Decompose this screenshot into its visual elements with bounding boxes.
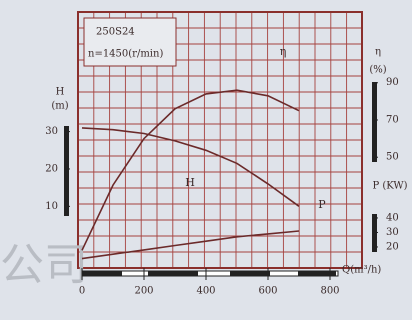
scale-bar (81, 270, 339, 277)
x-tick-label: 0 (79, 286, 85, 297)
series-line (81, 127, 300, 207)
chart-title: 250S24 (96, 27, 135, 38)
y2-label: η (375, 47, 381, 58)
series-line (81, 230, 300, 260)
y-unit: (m) (51, 101, 68, 112)
y-label: H (56, 87, 65, 98)
yticks-label: 30 (45, 126, 58, 137)
y2ticks-label: 50 (386, 152, 399, 163)
x-label: Q(m³/h) (342, 265, 381, 276)
watermark: 公司 (0, 240, 88, 291)
title-box (83, 17, 177, 67)
y3ticks-label: 20 (386, 241, 399, 252)
x-tick-label: 600 (258, 286, 277, 297)
x-tick-label: 800 (320, 286, 339, 297)
yticks-label: 10 (45, 201, 58, 212)
x-tick-label: 200 (134, 286, 153, 297)
yticks-label: 20 (45, 163, 58, 174)
series-line (81, 89, 300, 251)
y3-label: P (KW) (372, 181, 407, 192)
x-tick-label: 400 (196, 286, 215, 297)
series-label: η (280, 45, 287, 58)
y2-unit: (%) (369, 65, 386, 76)
y3ticks-label: 40 (386, 212, 399, 223)
y2ticks-label: 90 (386, 77, 399, 88)
axis-bar (64, 126, 69, 216)
axis-bar (372, 214, 377, 252)
series-label: P (318, 198, 326, 211)
frame (77, 11, 363, 269)
y2ticks-label: 70 (386, 114, 399, 125)
series-label: H (185, 176, 195, 189)
axis-bar (372, 82, 377, 162)
y3ticks-label: 30 (386, 227, 399, 238)
chart-subtitle: n=1450(r/min) (88, 49, 163, 60)
